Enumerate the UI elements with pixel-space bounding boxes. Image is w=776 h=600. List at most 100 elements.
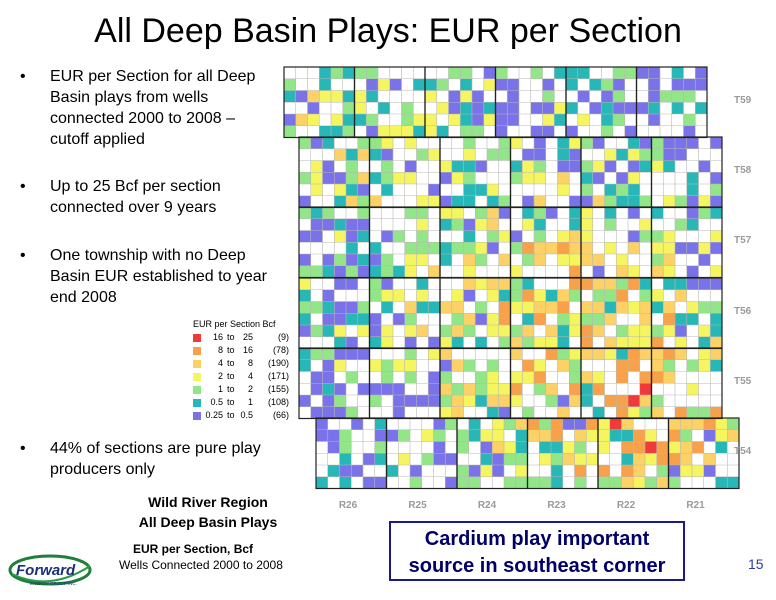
- section-cell: [663, 278, 675, 290]
- section-cell: [534, 195, 546, 208]
- section-cell: [604, 348, 617, 360]
- township-label: T54: [734, 446, 752, 457]
- section-cell: [616, 301, 628, 314]
- section-cell: [374, 441, 387, 454]
- section-cell: [592, 301, 605, 314]
- section-cell: [331, 114, 343, 126]
- section-cell: [510, 289, 523, 302]
- section-cell: [495, 67, 508, 79]
- bullet-text: One township with no Deep Basin EUR esta…: [50, 247, 267, 306]
- section-cell: [656, 453, 669, 465]
- section-cell: [639, 395, 652, 407]
- section-cell: [510, 336, 523, 349]
- section-cell: [651, 359, 664, 372]
- section-cell: [381, 160, 393, 173]
- callout-line: source in southeast corner: [408, 555, 666, 577]
- section-cell: [354, 90, 367, 103]
- section-cell: [663, 265, 675, 278]
- section-cell: [366, 78, 378, 91]
- section-cell: [515, 453, 528, 465]
- section-cell: [539, 429, 551, 442]
- section-cell: [522, 336, 534, 349]
- section-cell: [401, 114, 414, 126]
- section-cell: [299, 359, 311, 372]
- section-cell: [686, 184, 699, 196]
- section-cell: [451, 395, 464, 407]
- section-cell: [663, 242, 675, 254]
- bullet-dot: •: [20, 440, 26, 457]
- section-cell: [475, 301, 487, 314]
- section-cell: [363, 476, 375, 489]
- section-cell: [534, 359, 546, 372]
- section-cell: [440, 406, 452, 419]
- section-cell: [566, 102, 578, 114]
- section-cell: [463, 172, 476, 184]
- section-cell: [569, 313, 581, 325]
- section-cell: [636, 67, 649, 79]
- section-cell: [492, 418, 504, 430]
- section-cell: [498, 336, 511, 349]
- section-cell: [369, 242, 382, 254]
- map-subtitle: EUR per Section, Bcf: [133, 542, 254, 556]
- section-cell: [357, 207, 370, 219]
- section-cell: [545, 395, 558, 407]
- section-cell: [504, 441, 516, 454]
- section-cell: [510, 383, 523, 395]
- section-cell: [527, 476, 540, 489]
- section-cell: [592, 137, 605, 149]
- section-cell: [581, 184, 593, 196]
- section-cell: [710, 301, 722, 314]
- region-title: Wild River Region All Deep Basin Plays: [120, 492, 296, 532]
- section-cell: [581, 325, 593, 337]
- section-cell: [316, 476, 328, 489]
- section-cell: [416, 325, 429, 337]
- legend-from: 8: [217, 345, 223, 355]
- section-cell: [692, 418, 704, 430]
- section-cell: [534, 218, 546, 231]
- section-cell: [527, 418, 540, 430]
- section-cell: [463, 289, 476, 302]
- section-cell: [299, 325, 311, 337]
- section-cell: [425, 90, 437, 103]
- legend-item: 8 to 16 (78): [193, 344, 303, 357]
- section-cell: [416, 218, 429, 231]
- section-cell: [334, 218, 346, 231]
- section-cell: [628, 395, 640, 407]
- section-cell: [440, 371, 452, 384]
- section-cell: [639, 325, 652, 337]
- section-cell: [695, 78, 707, 91]
- section-cell: [542, 102, 555, 114]
- township-frame: [667, 417, 740, 490]
- section-cell: [319, 67, 331, 79]
- section-cell: [472, 125, 484, 138]
- section-cell: [592, 172, 605, 184]
- section-cell: [475, 218, 487, 231]
- section-cell: [569, 230, 581, 243]
- section-cell: [369, 289, 382, 302]
- section-cell: [592, 195, 605, 208]
- section-cell: [299, 265, 311, 278]
- section-cell: [374, 429, 387, 442]
- section-cell: [639, 278, 652, 290]
- section-cell: [534, 336, 546, 349]
- section-cell: [515, 418, 528, 430]
- section-cell: [648, 102, 660, 114]
- section-cell: [710, 406, 722, 419]
- section-cell: [381, 148, 393, 161]
- section-cell: [574, 441, 587, 454]
- section-cell: [440, 242, 452, 254]
- section-cell: [534, 371, 546, 384]
- section-cell: [545, 207, 558, 219]
- section-cell: [334, 278, 346, 290]
- section-cell: [346, 336, 358, 349]
- section-cell: [633, 453, 645, 465]
- logo-subtext: ENERGY GROUP INC.: [30, 581, 77, 586]
- section-cell: [463, 184, 476, 196]
- section-cell: [616, 172, 628, 184]
- legend-to-word: to: [227, 384, 235, 394]
- range-label: R24: [478, 500, 497, 511]
- range-label: R23: [547, 500, 566, 511]
- section-cell: [369, 195, 382, 208]
- section-cell: [628, 325, 640, 337]
- section-cell: [393, 383, 405, 395]
